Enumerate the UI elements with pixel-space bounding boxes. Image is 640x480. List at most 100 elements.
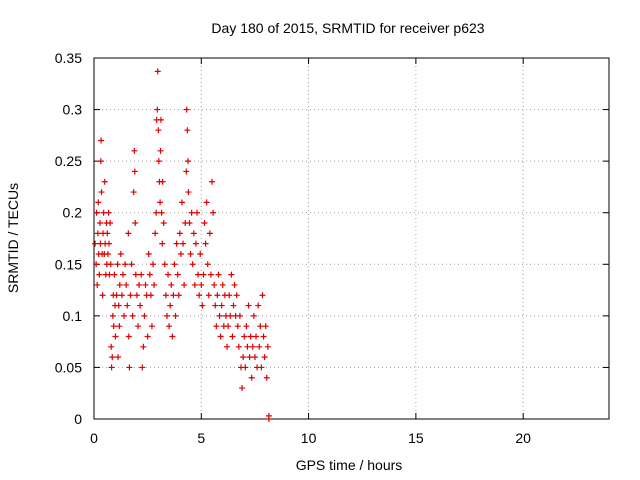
data-point [189,261,196,268]
y-axis-label: SRMTID / TECUs [5,183,21,293]
data-point [140,343,147,350]
data-points [92,68,272,422]
data-point [147,292,154,299]
data-point [196,292,203,299]
data-point [236,312,243,319]
data-point [154,68,161,75]
data-point [253,333,260,340]
x-tick-label: 20 [515,430,531,446]
data-point [155,127,162,134]
data-point [92,240,99,247]
data-point [210,209,217,216]
plot-frame [93,57,610,420]
data-point [176,230,183,237]
data-point [190,230,197,237]
data-point [240,354,247,361]
x-tick-label: 10 [301,430,317,446]
data-point [200,271,207,278]
data-point [209,178,216,185]
data-point [217,333,224,340]
x-tick-labels: 0 5 10 15 20 [90,430,531,446]
data-point [136,281,143,288]
data-point [183,106,190,113]
data-point [139,364,146,371]
data-point [127,292,134,299]
data-point [108,364,115,371]
data-point [212,302,219,309]
data-point [141,312,148,319]
data-point [125,230,132,237]
data-point [259,292,266,299]
data-point [184,127,191,134]
data-point [224,343,231,350]
data-point [96,271,103,278]
data-point [168,281,175,288]
chart-title: Day 180 of 2015, SRMTID for receiver p62… [211,20,484,36]
data-point [157,199,164,206]
data-point [213,323,220,330]
data-point [239,385,246,392]
data-point [180,240,187,247]
data-point [214,292,221,299]
data-point [130,189,137,196]
data-point [112,333,119,340]
grid-lines [94,58,609,419]
data-point [121,312,128,319]
y-tick-label: 0.05 [55,359,82,375]
data-point [265,412,272,419]
data-point [184,158,191,165]
data-point [246,354,253,361]
data-point [242,364,249,371]
data-point [116,323,123,330]
data-point [257,323,264,330]
data-point [117,250,124,257]
data-point [152,230,159,237]
data-point [170,292,177,299]
data-point [125,333,132,340]
data-point [173,240,180,247]
data-point [233,292,240,299]
data-point [227,312,234,319]
data-point [115,302,122,309]
data-point [198,281,205,288]
data-point [134,323,141,330]
data-point [166,323,173,330]
axis-ticks [93,57,609,420]
data-point [94,281,101,288]
data-point [195,271,202,278]
data-point [251,354,258,361]
data-point [204,261,211,268]
data-point [116,281,123,288]
data-point [128,261,135,268]
data-point [98,189,105,196]
y-tick-label: 0.2 [63,205,83,221]
data-point [263,374,270,381]
data-point [262,323,269,330]
data-point [218,302,225,309]
data-point [151,281,158,288]
data-point [104,250,111,257]
data-point [93,261,100,268]
y-tick-label: 0.15 [55,256,82,272]
data-point [160,220,167,227]
data-point [167,302,174,309]
data-point [155,158,162,165]
data-point [133,292,140,299]
data-point [124,302,131,309]
data-point [114,261,121,268]
data-point [181,281,188,288]
data-point [202,240,209,247]
x-tick-label: 5 [197,430,205,446]
data-point [264,343,271,350]
data-point [171,261,178,268]
data-point [111,271,118,278]
data-point [216,312,223,319]
data-point [250,312,257,319]
data-point [104,230,111,237]
data-point [256,343,263,350]
data-point [118,292,125,299]
data-point [159,178,166,185]
data-point [109,312,116,319]
data-point [132,220,139,227]
